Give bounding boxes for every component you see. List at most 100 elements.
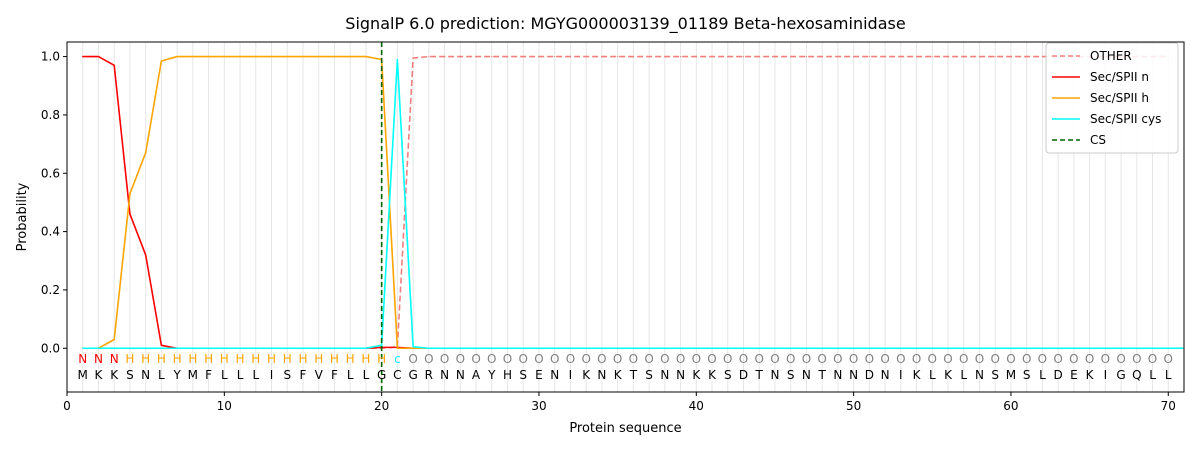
- data-point: [1026, 55, 1028, 58]
- region-label: O: [1006, 352, 1015, 366]
- x-tick-label: 20: [374, 399, 389, 413]
- data-point: [160, 344, 162, 346]
- residue-label: L: [1149, 368, 1156, 382]
- region-label: O: [1085, 352, 1094, 366]
- data-point: [286, 347, 288, 349]
- data-point: [632, 55, 634, 58]
- residue-label: Q: [1132, 368, 1141, 382]
- data-point: [129, 213, 131, 215]
- region-label: H: [173, 352, 182, 366]
- data-point: [443, 55, 446, 58]
- region-label: O: [487, 352, 496, 366]
- data-point: [349, 55, 351, 58]
- data-point: [412, 57, 414, 59]
- data-point: [506, 55, 509, 58]
- data-point: [223, 347, 225, 349]
- residue-label: K: [944, 368, 953, 382]
- data-point: [113, 347, 115, 349]
- data-point: [679, 55, 682, 58]
- region-label: H: [361, 352, 370, 366]
- residue-label: S: [126, 368, 134, 382]
- region-label: H: [377, 352, 386, 366]
- region-label: H: [251, 352, 260, 366]
- residue-label: I: [1104, 368, 1108, 382]
- residue-label: L: [221, 368, 228, 382]
- data-point: [1041, 55, 1044, 58]
- residue-label: D: [865, 368, 874, 382]
- axis-layer: 0 10 20 30 40 50 60 70 0.0 0.2 0.4 0.6 0.8 1.0: [41, 50, 1176, 413]
- data-point: [97, 55, 100, 58]
- data-point: [381, 344, 383, 346]
- region-label: O: [833, 352, 842, 366]
- region-label: O: [786, 352, 795, 366]
- x-tick-label: 60: [1003, 399, 1018, 413]
- x-tick-label: 10: [217, 399, 232, 413]
- region-label: O: [849, 352, 858, 366]
- region-label: O: [629, 352, 638, 366]
- data-point: [412, 347, 414, 349]
- series-line-0: [82, 55, 1169, 350]
- residue-label: N: [660, 368, 669, 382]
- data-point: [963, 55, 965, 58]
- data-point: [868, 55, 870, 58]
- y-tick-label: 0.2: [41, 283, 60, 297]
- residue-label: S: [519, 368, 527, 382]
- residue-label: G: [377, 368, 386, 382]
- region-label: O: [739, 352, 748, 366]
- y-axis-label: Probability: [15, 182, 30, 251]
- data-point: [884, 347, 886, 349]
- data-point: [239, 347, 241, 349]
- residue-label: L: [1039, 368, 1046, 382]
- data-point: [900, 347, 902, 349]
- residue-label: E: [535, 368, 543, 382]
- data-point: [318, 347, 320, 349]
- data-point: [491, 347, 493, 349]
- region-label: N: [94, 352, 103, 366]
- residue-label: G: [1116, 368, 1125, 382]
- data-point: [82, 55, 84, 58]
- region-label: O: [896, 352, 905, 366]
- residue-label: F: [300, 368, 307, 382]
- data-point: [790, 347, 792, 349]
- data-point: [601, 55, 603, 58]
- region-label: O: [1022, 352, 1031, 366]
- data-point: [255, 55, 257, 58]
- data-point: [695, 55, 697, 58]
- data-point: [145, 152, 147, 154]
- y-tick-label: 0.8: [41, 108, 60, 122]
- residue-label: L: [252, 368, 259, 382]
- region-label: H: [125, 352, 134, 366]
- residue-label: N: [550, 368, 559, 382]
- data-point: [192, 55, 194, 58]
- legend-label: OTHER: [1090, 49, 1132, 63]
- residue-label: V: [315, 368, 324, 382]
- region-label: O: [723, 352, 732, 366]
- data-point: [711, 55, 713, 58]
- region-label: O: [817, 352, 826, 366]
- data-point: [758, 347, 760, 349]
- data-point: [522, 347, 524, 349]
- data-point: [1151, 347, 1154, 349]
- data-point: [97, 347, 100, 349]
- data-point: [318, 55, 320, 58]
- plot-frame: [66, 41, 1185, 393]
- data-point: [113, 64, 115, 66]
- data-point: [648, 55, 650, 58]
- residue-label: K: [614, 368, 623, 382]
- y-tick-label: 0.6: [41, 166, 60, 180]
- region-label: O: [928, 352, 937, 366]
- data-point: [805, 347, 808, 349]
- x-tick-label: 0: [63, 399, 71, 413]
- data-point: [396, 347, 398, 349]
- residue-label: Y: [487, 368, 496, 382]
- residue-label: I: [270, 368, 274, 382]
- data-point: [1089, 347, 1091, 349]
- region-label: c: [394, 352, 401, 366]
- residue-label: R: [425, 368, 433, 382]
- data-point: [648, 347, 650, 349]
- data-point: [617, 55, 619, 58]
- data-point: [270, 347, 273, 349]
- data-point: [302, 55, 304, 58]
- data-point: [554, 55, 556, 58]
